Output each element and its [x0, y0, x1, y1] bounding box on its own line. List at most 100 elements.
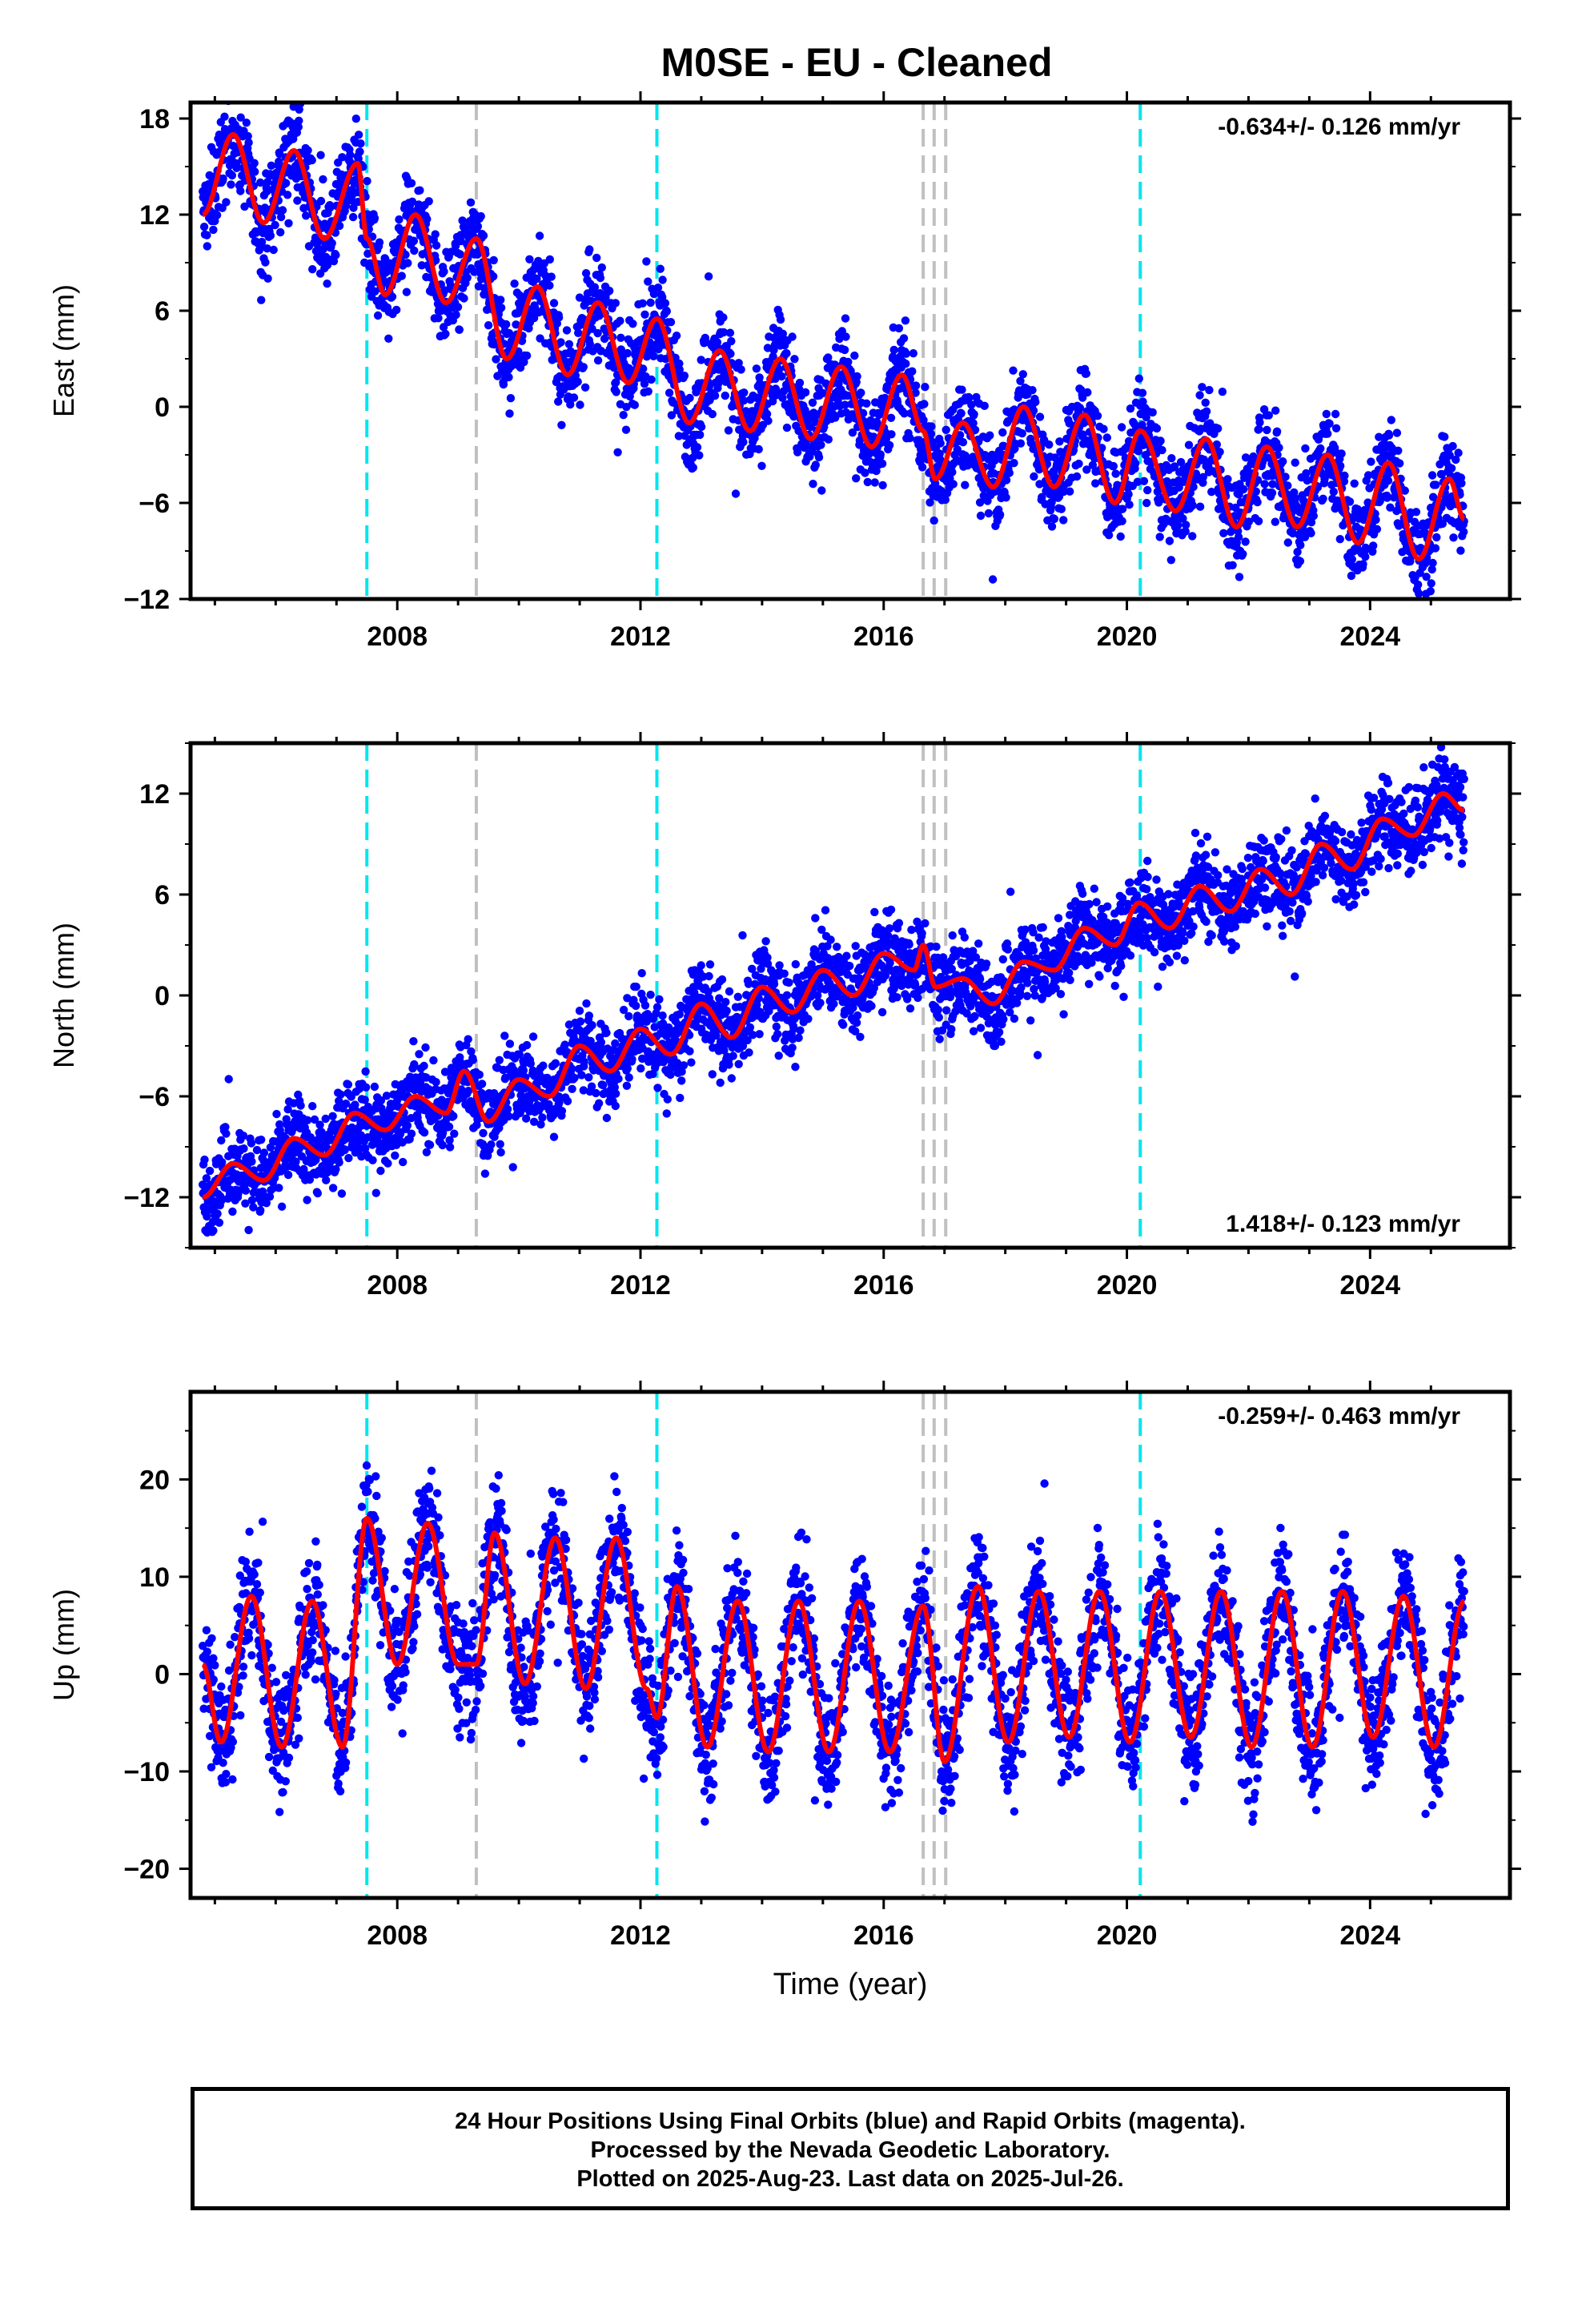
data-point — [605, 287, 614, 296]
rate-annotation: -0.634+/- 0.126 mm/yr — [1218, 114, 1460, 140]
data-point — [383, 1159, 392, 1168]
data-point — [899, 334, 909, 343]
data-point — [549, 299, 559, 308]
data-point — [307, 155, 316, 165]
data-point — [811, 460, 820, 469]
data-point — [602, 1113, 612, 1123]
data-point — [1427, 471, 1437, 480]
data-point — [1367, 457, 1375, 466]
data-point — [1431, 544, 1440, 553]
data-point — [496, 1148, 505, 1157]
data-point — [570, 1073, 579, 1083]
data-point — [611, 1039, 620, 1048]
data-point — [244, 1225, 253, 1235]
data-point — [646, 298, 655, 308]
data-point — [697, 356, 705, 364]
data-point — [1383, 476, 1393, 485]
data-point — [423, 215, 432, 223]
data-point — [1372, 525, 1382, 533]
data-point — [844, 357, 853, 367]
data-point — [247, 1157, 256, 1166]
data-point — [835, 334, 844, 344]
data-point — [1118, 517, 1126, 525]
data-point — [976, 511, 986, 521]
data-point — [696, 430, 705, 440]
data-point — [473, 222, 483, 231]
data-point — [697, 422, 706, 432]
data-point — [351, 86, 359, 94]
data-point — [1307, 529, 1315, 537]
data-point — [942, 425, 950, 434]
data-point — [801, 388, 810, 397]
data-point — [1201, 398, 1210, 407]
data-point — [817, 440, 825, 449]
data-point — [649, 352, 658, 360]
data-point — [564, 340, 574, 348]
data-point — [1158, 445, 1166, 455]
data-point — [658, 1011, 667, 1020]
data-point — [926, 498, 934, 507]
data-point — [576, 1017, 585, 1026]
data-point — [1035, 412, 1045, 421]
data-point — [1124, 490, 1133, 499]
data-point — [672, 332, 681, 340]
data-point — [278, 206, 287, 215]
data-point — [738, 931, 747, 940]
data-point — [727, 1074, 736, 1083]
data-point — [361, 1083, 371, 1092]
data-point — [927, 422, 936, 431]
data-point — [1264, 411, 1274, 420]
data-point — [1316, 444, 1325, 453]
data-point — [222, 198, 231, 207]
data-point — [397, 271, 406, 280]
data-points — [199, 76, 1468, 598]
data-point — [1335, 535, 1345, 544]
data-point — [328, 1112, 337, 1121]
data-point — [1271, 406, 1280, 415]
data-point — [755, 1030, 764, 1039]
data-point — [267, 161, 276, 170]
data-point — [344, 1153, 353, 1163]
data-point — [1010, 459, 1018, 468]
data-point — [500, 1031, 509, 1040]
data-point — [1457, 479, 1466, 488]
data-point — [661, 299, 670, 308]
data-point — [502, 320, 511, 329]
data-point — [453, 303, 463, 312]
data-point — [725, 1060, 733, 1069]
data-point — [704, 272, 713, 281]
data-point — [911, 381, 921, 390]
data-point — [789, 412, 798, 421]
data-point — [331, 251, 340, 259]
data-point — [525, 255, 534, 263]
data-point — [1018, 370, 1028, 379]
data-point — [667, 411, 677, 420]
data-point — [689, 463, 697, 472]
data-point — [240, 202, 249, 211]
data-point — [581, 269, 591, 278]
data-point — [677, 1076, 686, 1085]
data-point — [965, 393, 974, 402]
data-point — [231, 76, 239, 84]
data-point — [1111, 469, 1120, 478]
data-point — [889, 345, 898, 355]
data-point — [496, 304, 506, 312]
data-point — [628, 1055, 636, 1064]
data-point — [739, 437, 748, 447]
data-point — [489, 272, 498, 281]
data-point — [563, 1096, 572, 1106]
data-point — [421, 1043, 430, 1052]
data-point — [492, 355, 500, 364]
data-point — [727, 336, 736, 346]
data-point — [476, 211, 485, 221]
data-point — [272, 1109, 281, 1119]
data-point — [616, 333, 625, 342]
data-point — [1447, 464, 1456, 472]
data-point — [1198, 383, 1207, 392]
data-point — [401, 250, 410, 259]
data-point — [1066, 487, 1074, 496]
data-point — [887, 430, 896, 439]
data-point — [585, 340, 594, 348]
data-point — [685, 393, 694, 403]
data-point — [321, 1114, 330, 1124]
